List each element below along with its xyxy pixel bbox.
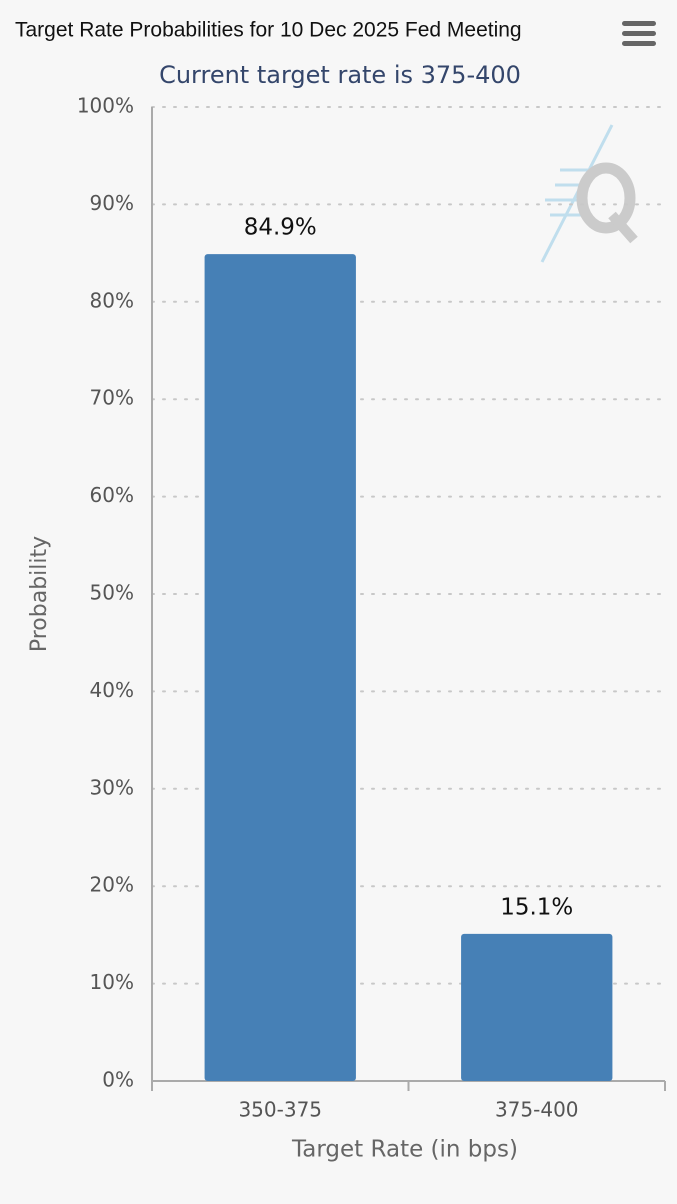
chart-title: Target Rate Probabilities for 10 Dec 202… <box>15 19 522 42</box>
y-tick-label: 40% <box>90 678 134 702</box>
watermark <box>540 124 638 263</box>
y-tick-label: 90% <box>90 191 134 215</box>
y-tick-label: 80% <box>90 288 134 312</box>
x-axis-title: Target Rate (in bps) <box>291 1137 518 1163</box>
menu-button[interactable] <box>622 21 656 46</box>
y-tick-label: 10% <box>90 970 134 994</box>
chart-subtitle: Current target rate is 375-400 <box>159 61 521 89</box>
menu-bar <box>622 21 656 26</box>
y-tick-label: 30% <box>90 775 134 799</box>
y-tick-label: 60% <box>90 483 134 507</box>
bar <box>204 254 356 1082</box>
data-label: 84.9% <box>244 215 317 241</box>
menu-bar <box>622 41 656 46</box>
menu-bar <box>622 31 656 36</box>
y-tick-label: 20% <box>90 873 134 897</box>
y-tick-label: 50% <box>90 581 134 605</box>
bar <box>461 933 613 1081</box>
data-label: 15.1% <box>500 894 573 920</box>
y-tick-label: 70% <box>90 386 134 410</box>
y-tick-label: 0% <box>102 1068 134 1092</box>
y-tick-label: 100% <box>77 94 134 118</box>
x-tick-label: 375-400 <box>495 1098 579 1122</box>
x-tick-label: 350-375 <box>238 1098 322 1122</box>
y-axis-title: Probability <box>27 536 52 652</box>
